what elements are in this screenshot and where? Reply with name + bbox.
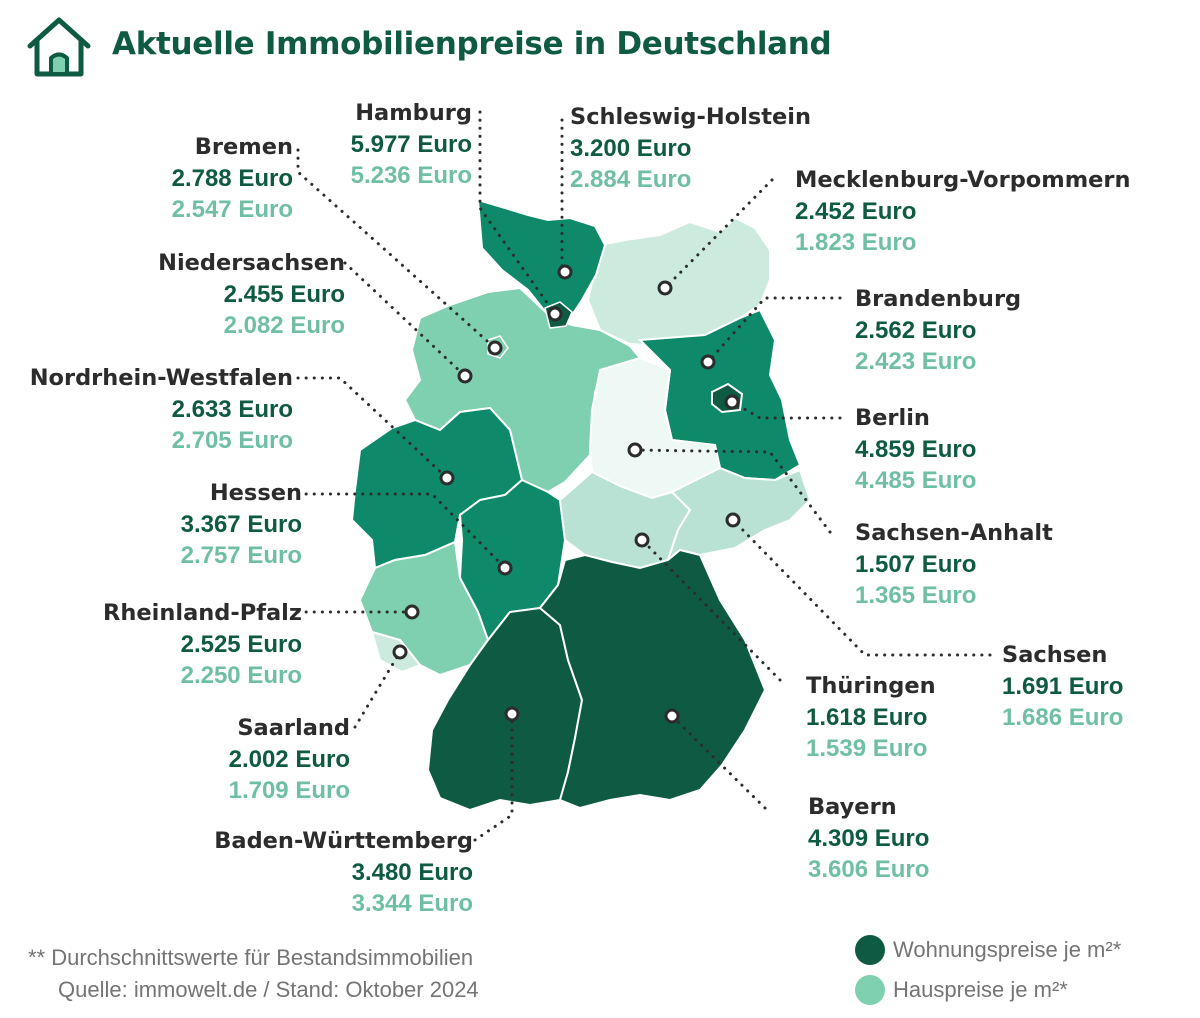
house-price: 1.365 Euro <box>855 582 977 609</box>
region-label-bremen: Bremen 2.788 Euro 2.547 Euro <box>172 132 293 225</box>
legend-swatch-apartment <box>855 935 885 965</box>
region-name: Niedersachsen <box>158 250 345 276</box>
apartment-price: 3.480 Euro <box>351 859 473 886</box>
apartment-price: 2.633 Euro <box>171 396 293 423</box>
map-marker-sachsen-anhalt <box>627 442 643 458</box>
region-name: Sachsen <box>1002 642 1108 668</box>
house-price: 4.485 Euro <box>855 467 977 494</box>
legend: Wohnungspreise je m²* Hauspreise je m²* <box>855 930 1121 1010</box>
region-label-sachsen-anhalt: Sachsen-Anhalt 1.507 Euro 1.365 Euro <box>855 518 1053 611</box>
region-label-berlin: Berlin 4.859 Euro 4.485 Euro <box>855 403 976 496</box>
region-name: Berlin <box>855 405 930 431</box>
state-bayern <box>538 548 767 810</box>
house-price: 2.547 Euro <box>171 196 293 223</box>
region-label-bayern: Bayern 4.309 Euro 3.606 Euro <box>808 792 929 885</box>
map-marker-bremen <box>487 340 503 356</box>
house-price: 5.236 Euro <box>350 162 472 189</box>
house-price: 3.606 Euro <box>808 856 930 883</box>
state-schleswig-holstein <box>476 198 607 322</box>
apartment-price: 4.309 Euro <box>808 825 930 852</box>
apartment-price: 3.367 Euro <box>180 511 302 538</box>
region-label-brandenburg: Brandenburg 2.562 Euro 2.423 Euro <box>855 284 1021 377</box>
apartment-price: 4.859 Euro <box>855 436 977 463</box>
region-name: Hamburg <box>355 100 472 126</box>
region-label-niedersachsen: Niedersachsen 2.455 Euro 2.082 Euro <box>158 248 345 341</box>
apartment-price: 1.507 Euro <box>855 551 977 578</box>
house-price: 2.250 Euro <box>180 662 302 689</box>
apartment-price: 2.525 Euro <box>180 631 302 658</box>
map-marker-berlin <box>724 394 740 410</box>
house-price: 2.705 Euro <box>171 427 293 454</box>
map-marker-niedersachsen <box>457 368 473 384</box>
region-name: Nordrhein-Westfalen <box>29 365 293 391</box>
house-icon <box>27 17 91 77</box>
map-marker-brandenburg <box>700 354 716 370</box>
house-price: 3.344 Euro <box>351 890 473 917</box>
map-marker-hessen <box>497 560 513 576</box>
apartment-price: 2.788 Euro <box>171 165 293 192</box>
state-mecklenburg-vorpommern <box>586 216 771 348</box>
region-name: Sachsen-Anhalt <box>855 520 1053 546</box>
map-marker-saarland <box>392 644 408 660</box>
house-price: 1.686 Euro <box>1002 704 1124 731</box>
region-label-sachsen: Sachsen 1.691 Euro 1.686 Euro <box>1002 640 1123 733</box>
region-name: Schleswig-Holstein <box>570 104 812 130</box>
legend-label-house: Hauspreise je m²* <box>893 977 1068 1002</box>
footer: ** Durchschnittswerte für Bestandsimmobi… <box>28 942 479 1006</box>
region-label-hamburg: Hamburg 5.977 Euro 5.236 Euro <box>351 98 472 191</box>
region-label-saarland: Saarland 2.002 Euro 1.709 Euro <box>229 713 350 806</box>
map-marker-sachsen <box>725 512 741 528</box>
map-marker-baden-wuerttemberg <box>504 706 520 722</box>
footnote: ** Durchschnittswerte für Bestandsimmobi… <box>28 945 474 970</box>
apartment-price: 1.618 Euro <box>806 704 928 731</box>
apartment-price: 2.002 Euro <box>228 746 350 773</box>
map-marker-bayern <box>664 708 680 724</box>
page-title: Aktuelle Immobilienpreise in Deutschland <box>112 26 832 62</box>
region-label-rheinland-pfalz: Rheinland-Pfalz 2.525 Euro 2.250 Euro <box>103 598 302 691</box>
map-marker-nordrhein-westfalen <box>439 470 455 486</box>
map-marker-rheinland-pfalz <box>404 604 420 620</box>
legend-item-apartment: Wohnungspreise je m²* <box>855 930 1121 970</box>
region-name: Hessen <box>209 480 302 506</box>
house-price: 2.423 Euro <box>855 348 977 375</box>
house-price: 2.757 Euro <box>180 542 302 569</box>
region-name: Baden-Württemberg <box>214 828 473 854</box>
apartment-price: 2.562 Euro <box>855 317 977 344</box>
region-name: Saarland <box>237 715 350 741</box>
apartment-price: 3.200 Euro <box>570 135 692 162</box>
house-price: 1.823 Euro <box>795 229 917 256</box>
map-marker-mecklenburg-vorpommern <box>657 280 673 296</box>
region-name: Brandenburg <box>855 286 1022 312</box>
house-price: 1.709 Euro <box>228 777 350 804</box>
apartment-price: 2.452 Euro <box>795 198 917 225</box>
legend-item-house: Hauspreise je m²* <box>855 970 1121 1010</box>
apartment-price: 5.977 Euro <box>350 131 472 158</box>
region-label-baden-wuerttemberg: Baden-Württemberg 3.480 Euro 3.344 Euro <box>214 826 473 919</box>
house-price: 2.082 Euro <box>223 312 345 339</box>
legend-label-apartment: Wohnungspreise je m²* <box>893 937 1122 962</box>
region-name: Rheinland-Pfalz <box>103 600 302 626</box>
region-label-schleswig-holstein: Schleswig-Holstein 3.200 Euro 2.884 Euro <box>570 102 811 195</box>
map-marker-thueringen <box>634 532 650 548</box>
apartment-price: 2.455 Euro <box>223 281 345 308</box>
region-name: Bremen <box>194 134 293 160</box>
legend-swatch-house <box>855 975 885 1005</box>
house-price: 2.884 Euro <box>570 166 692 193</box>
state-sachsen <box>665 466 812 564</box>
region-label-nordrhein-westfalen: Nordrhein-Westfalen 2.633 Euro 2.705 Eur… <box>30 363 293 456</box>
region-label-mecklenburg-vorpommern: Mecklenburg-Vorpommern 2.452 Euro 1.823 … <box>795 165 1131 258</box>
region-label-hessen: Hessen 3.367 Euro 2.757 Euro <box>181 478 302 571</box>
region-name: Thüringen <box>806 673 936 699</box>
region-name: Mecklenburg-Vorpommern <box>795 167 1131 193</box>
region-label-thueringen: Thüringen 1.618 Euro 1.539 Euro <box>806 671 936 764</box>
apartment-price: 1.691 Euro <box>1002 673 1124 700</box>
map-marker-hamburg <box>547 306 563 322</box>
map-marker-schleswig-holstein <box>557 264 573 280</box>
house-price: 1.539 Euro <box>806 735 928 762</box>
region-name: Bayern <box>808 794 897 820</box>
source-note: Quelle: immowelt.de / Stand: Oktober 202… <box>58 977 479 1002</box>
